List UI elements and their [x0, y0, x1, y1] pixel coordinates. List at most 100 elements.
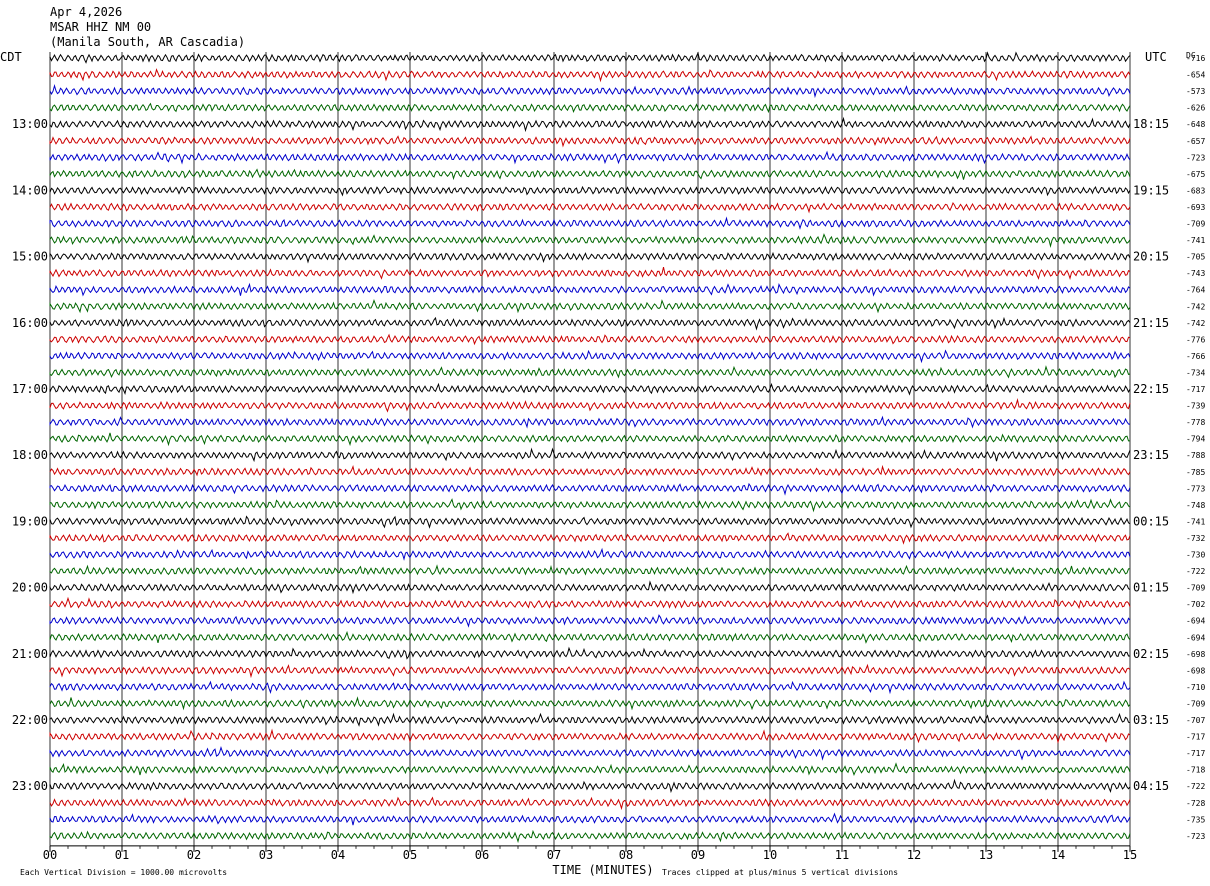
cdt-hour-label: 19:00: [12, 514, 48, 528]
x-tick-label: 04: [331, 848, 345, 862]
dc-offset-label: -573: [1186, 87, 1205, 96]
x-tick-label: 08: [619, 848, 633, 862]
dc-offset-label: -654: [1186, 71, 1205, 80]
dc-offset-label: -776: [1186, 335, 1205, 344]
x-tick-label: 09: [691, 848, 705, 862]
dc-offset-label: -734: [1186, 368, 1205, 377]
trace-line: [49, 447, 1131, 463]
dc-offset-label: -717: [1186, 749, 1205, 758]
utc-hour-label: 18:15: [1133, 117, 1169, 131]
utc-hour-label: 19:15: [1133, 183, 1169, 197]
dc-offset-label: -766: [1186, 352, 1205, 361]
dc-offset-label: -722: [1186, 567, 1205, 576]
dc-offset-label: -657: [1186, 137, 1205, 146]
utc-hour-label: 22:15: [1133, 382, 1169, 396]
cdt-hour-label: 14:00: [12, 183, 48, 197]
trace-line: [49, 532, 1131, 545]
dc-offset-label: -694: [1186, 617, 1205, 626]
dc-offset-label: -741: [1186, 517, 1205, 526]
clipping-note: Traces clipped at plus/minus 5 vertical …: [662, 868, 898, 877]
dc-offset-label: -742: [1186, 302, 1205, 311]
dc-offset-label: -794: [1186, 435, 1205, 444]
dc-offset-label: -723: [1186, 832, 1205, 841]
dc-offset-label: -675: [1186, 170, 1205, 179]
trace-line: [49, 251, 1131, 264]
dc-offset-label: -698: [1186, 666, 1205, 675]
trace-line: [49, 498, 1131, 513]
cdt-hour-label: 18:00: [12, 448, 48, 462]
x-tick-label: 13: [979, 848, 993, 862]
trace-line: [49, 762, 1131, 776]
dc-offset-label: -648: [1186, 120, 1205, 129]
seismic-traces: [49, 51, 1131, 844]
utc-hour-label: 01:15: [1133, 581, 1169, 595]
dc-offset-label: -702: [1186, 600, 1205, 609]
x-tick-label: 07: [547, 848, 561, 862]
dc-offset-label: -730: [1186, 551, 1205, 560]
dc-offset-label: -717: [1186, 385, 1205, 394]
x-tick-label: 03: [259, 848, 273, 862]
trace-line: [49, 185, 1131, 197]
cdt-hour-label: 20:00: [12, 581, 48, 595]
trace-line: [49, 596, 1131, 609]
trace-line: [49, 432, 1130, 447]
trace-line: [49, 135, 1131, 148]
trace-line: [49, 102, 1131, 114]
trace-line: [49, 282, 1131, 297]
time-grid: [49, 52, 1131, 852]
cdt-label: CDT: [0, 50, 22, 64]
dc-offset-label: -732: [1186, 534, 1205, 543]
x-tick-label: 05: [403, 848, 417, 862]
x-tick-label: 01: [115, 848, 129, 862]
cdt-hour-label: 21:00: [12, 647, 48, 661]
trace-line: [49, 333, 1131, 346]
trace-line: [49, 168, 1131, 181]
dc-offset-label: -694: [1186, 633, 1205, 642]
plot-date: Apr 4,2026: [50, 5, 123, 19]
x-tick-label: 12: [907, 848, 921, 862]
x-tick-label: 10: [763, 848, 777, 862]
x-tick-label: 06: [475, 848, 489, 862]
trace-line: [49, 116, 1131, 133]
dc-offset-label: -748: [1186, 501, 1205, 510]
cdt-hour-label: 13:00: [12, 117, 48, 131]
dc-offset-label: -709: [1186, 699, 1205, 708]
dc-offset-label: -773: [1186, 484, 1205, 493]
trace-line: [49, 266, 1131, 281]
trace-line: [49, 778, 1131, 794]
dc-offset-label: -735: [1186, 815, 1205, 824]
trace-line: [49, 316, 1131, 331]
dc-offset-label: -739: [1186, 402, 1205, 411]
dc-offset-label: -698: [1186, 650, 1205, 659]
utc-label: UTC: [1145, 50, 1167, 64]
cdt-hour-label: 15:00: [12, 250, 48, 264]
station-location: (Manila South, AR Cascadia): [50, 35, 246, 49]
cdt-hour-label: 16:00: [12, 316, 48, 330]
utc-hour-label: 23:15: [1133, 448, 1169, 462]
utc-hour-label: 21:15: [1133, 316, 1169, 330]
trace-line: [49, 150, 1131, 165]
dc-offset-label: -709: [1186, 584, 1205, 593]
trace-line: [49, 482, 1131, 496]
trace-line: [49, 614, 1131, 628]
trace-line: [49, 51, 1131, 64]
trace-line: [49, 398, 1131, 413]
trace-line: [49, 696, 1131, 711]
cdt-hour-label: 23:00: [12, 779, 48, 793]
vertical-division-note: Each Vertical Division = 1000.00 microvo…: [20, 868, 227, 877]
dc-offset-label: -718: [1186, 766, 1205, 775]
dc-offset-label: -710: [1186, 683, 1205, 692]
utc-hour-label: 04:15: [1133, 779, 1169, 793]
trace-line: [49, 728, 1131, 744]
trace-line: [49, 680, 1131, 695]
trace-line: [49, 464, 1131, 477]
station-code: MSAR HHZ NM 00: [50, 20, 152, 34]
trace-line: [49, 712, 1131, 727]
x-tick-label: 02: [187, 848, 201, 862]
trace-line: [49, 547, 1131, 561]
trace-line: [49, 233, 1131, 248]
trace-line: [49, 83, 1131, 99]
dc-offset-label: -742: [1186, 319, 1205, 328]
dc-offset-label: -785: [1186, 468, 1205, 477]
trace-line: [49, 299, 1131, 314]
